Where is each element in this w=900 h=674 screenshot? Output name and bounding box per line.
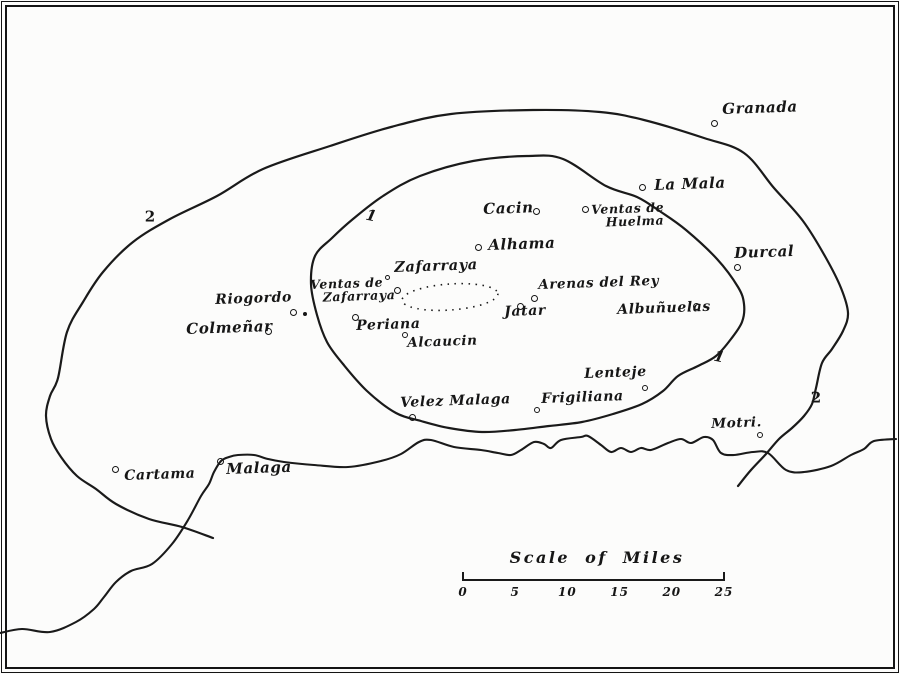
- scale-bar-line: [462, 572, 725, 581]
- alhama-marker: [474, 243, 482, 251]
- isoseismal-label-2: 2: [144, 207, 156, 226]
- periana-label: Periana: [355, 315, 421, 334]
- isoseismal-label-2: 2: [810, 388, 822, 407]
- riogordo-marker: [289, 308, 297, 316]
- frigiliana-marker: [534, 407, 540, 413]
- la-mala-marker: [638, 183, 646, 191]
- scale-tick-label: 0: [458, 585, 468, 599]
- ventas-de-zafarraya-marker: [393, 286, 401, 294]
- inner-isoseismal-line: [309, 154, 746, 434]
- meizoseismal-ellipse: [401, 282, 499, 312]
- albunuelas-label: Albuñuelas: [616, 298, 712, 318]
- cartama-label: Cartama: [123, 465, 196, 484]
- zafarraya-label: Zafarraya: [393, 256, 479, 276]
- scale-tick-label: 15: [610, 585, 629, 599]
- velez-malaga-marker: [408, 413, 416, 421]
- colmenar-label: Colmeñar: [185, 316, 273, 338]
- jatar-marker: [516, 302, 524, 310]
- motril-marker: [757, 432, 763, 438]
- arenas-del-rey-marker: [530, 294, 538, 302]
- ventas-de-huelma-label: Ventas de Huelma: [590, 199, 665, 230]
- zafarraya-marker: [384, 274, 390, 280]
- riogordo-dot-marker: [303, 312, 307, 316]
- scale-tick-label: 10: [558, 585, 577, 599]
- malaga-label: Malaga: [225, 457, 293, 478]
- cartama-marker: [111, 465, 119, 473]
- granada-marker: [710, 119, 718, 127]
- scale-tick-label: 5: [510, 585, 520, 599]
- ventas-de-huelma-marker: [581, 205, 589, 213]
- cacin-marker: [532, 207, 540, 215]
- scale-tick-label: 25: [714, 585, 734, 599]
- motril-label: Motri.: [710, 414, 763, 432]
- coastline: [0, 434, 898, 635]
- cacin-label: Cacin: [482, 198, 534, 218]
- periana-marker: [351, 313, 359, 321]
- la-mala-label: La Mala: [653, 173, 726, 194]
- alcaucin-marker: [402, 332, 408, 338]
- lenteje-label: Lenteje: [583, 363, 647, 382]
- arenas-del-rey-label: Arenas del Rey: [537, 272, 660, 293]
- lenteje-marker: [642, 385, 648, 391]
- albunuelas-marker: [692, 302, 700, 310]
- alcaucin-label: Alcaucin: [406, 332, 478, 351]
- frigiliana-label: Frigiliana: [540, 388, 624, 407]
- jatar-label: Jatar: [503, 302, 547, 320]
- ventas-de-zafarraya-label: Ventas de Zafarraya: [309, 274, 396, 305]
- riogordo-label: Riogordo: [214, 289, 293, 308]
- outer-isoseismal-line: [44, 108, 850, 540]
- scale-title: Scale of Miles: [509, 548, 685, 567]
- colmenar-marker: [264, 327, 272, 335]
- scale-tick-label: 20: [662, 585, 682, 599]
- granada-label: Granada: [721, 97, 798, 118]
- durcal-marker: [733, 263, 741, 271]
- durcal-label: Durcal: [733, 241, 795, 262]
- malaga-marker: [216, 457, 224, 465]
- alhama-label: Alhama: [487, 233, 556, 254]
